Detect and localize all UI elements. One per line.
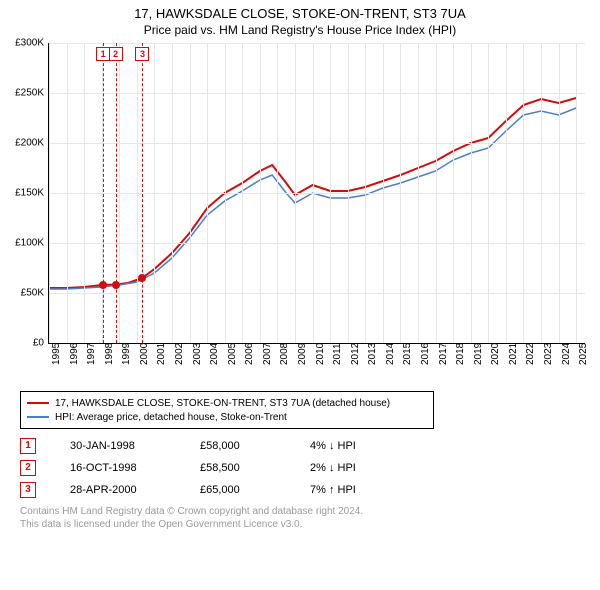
event-date: 28-APR-2000 (70, 484, 200, 496)
event-number-box: 2 (20, 460, 36, 476)
legend-swatch (27, 416, 49, 418)
y-tick-label: £200K (15, 138, 44, 149)
x-tick-label: 2007 (262, 343, 273, 365)
x-tick-label: 2013 (367, 343, 378, 365)
events-table: 1 30-JAN-1998£58,0004% ↓ HPI 2 16-OCT-1998£… (20, 435, 590, 501)
y-tick-label: £100K (15, 238, 44, 249)
event-price: £65,000 (200, 484, 310, 496)
event-price: £58,500 (200, 462, 310, 474)
event-date: 30-JAN-1998 (70, 440, 200, 452)
x-axis: 1995199619971998199920002001200220032004… (48, 363, 584, 383)
x-tick-label: 2025 (578, 343, 589, 365)
title-line-1: 17, HAWKSDALE CLOSE, STOKE-ON-TRENT, ST3… (0, 6, 600, 21)
x-tick-label: 1996 (69, 343, 80, 365)
x-tick-label: 1998 (104, 343, 115, 365)
event-dot (112, 281, 120, 289)
x-tick-label: 2010 (315, 343, 326, 365)
event-dot (138, 274, 146, 282)
event-number-box: 3 (20, 482, 36, 498)
x-tick-label: 2017 (438, 343, 449, 365)
x-tick-label: 2009 (297, 343, 308, 365)
x-tick-label: 2016 (420, 343, 431, 365)
x-tick-label: 2001 (156, 343, 167, 365)
x-tick-label: 1997 (86, 343, 97, 365)
y-tick-label: £0 (33, 338, 44, 349)
x-tick-label: 2020 (490, 343, 501, 365)
x-tick-label: 2014 (385, 343, 396, 365)
x-tick-label: 2011 (332, 343, 343, 365)
plot-area: 123 (48, 43, 585, 344)
y-tick-label: £300K (15, 38, 44, 49)
x-tick-label: 1999 (121, 343, 132, 365)
legend-item: 17, HAWKSDALE CLOSE, STOKE-ON-TRENT, ST3… (27, 396, 427, 410)
footer-line-1: Contains HM Land Registry data © Crown c… (20, 505, 590, 518)
event-row: 3 28-APR-2000£65,0007% ↑ HPI (20, 479, 590, 501)
event-price: £58,000 (200, 440, 310, 452)
event-dot (99, 281, 107, 289)
x-tick-label: 2015 (402, 343, 413, 365)
y-tick-label: £150K (15, 188, 44, 199)
event-marker: 3 (135, 47, 149, 61)
x-tick-label: 2022 (525, 343, 536, 365)
footer-text: Contains HM Land Registry data © Crown c… (20, 505, 590, 531)
x-tick-label: 2006 (244, 343, 255, 365)
x-tick-label: 2012 (350, 343, 361, 365)
legend-label: HPI: Average price, detached house, Stok… (55, 412, 287, 423)
y-tick-label: £250K (15, 88, 44, 99)
legend-label: 17, HAWKSDALE CLOSE, STOKE-ON-TRENT, ST3… (55, 398, 390, 409)
event-pct: 2% ↓ HPI (310, 462, 430, 474)
event-pct: 7% ↑ HPI (310, 484, 430, 496)
chart-area: £0£50K£100K£150K£200K£250K£300K 123 1995… (48, 43, 584, 363)
chart-titles: 17, HAWKSDALE CLOSE, STOKE-ON-TRENT, ST3… (0, 0, 600, 37)
x-tick-label: 2019 (473, 343, 484, 365)
legend-item: HPI: Average price, detached house, Stok… (27, 410, 427, 424)
x-tick-label: 2023 (543, 343, 554, 365)
x-tick-label: 2004 (209, 343, 220, 365)
x-tick-label: 2003 (192, 343, 203, 365)
event-marker: 2 (109, 47, 123, 61)
legend-swatch (27, 402, 49, 404)
x-tick-label: 2008 (279, 343, 290, 365)
y-axis: £0£50K£100K£150K£200K£250K£300K (0, 43, 46, 363)
x-tick-label: 2024 (561, 343, 572, 365)
event-pct: 4% ↓ HPI (310, 440, 430, 452)
event-row: 2 16-OCT-1998£58,5002% ↓ HPI (20, 457, 590, 479)
event-row: 1 30-JAN-1998£58,0004% ↓ HPI (20, 435, 590, 457)
x-tick-label: 2005 (227, 343, 238, 365)
x-tick-label: 2002 (174, 343, 185, 365)
event-date: 16-OCT-1998 (70, 462, 200, 474)
footer-line-2: This data is licensed under the Open Gov… (20, 518, 590, 531)
legend-box: 17, HAWKSDALE CLOSE, STOKE-ON-TRENT, ST3… (20, 391, 434, 429)
y-tick-label: £50K (21, 288, 44, 299)
title-line-2: Price paid vs. HM Land Registry's House … (0, 23, 600, 37)
x-tick-label: 2000 (139, 343, 150, 365)
x-tick-label: 2018 (455, 343, 466, 365)
event-number-box: 1 (20, 438, 36, 454)
x-tick-label: 1995 (51, 343, 62, 365)
x-tick-label: 2021 (508, 343, 519, 365)
